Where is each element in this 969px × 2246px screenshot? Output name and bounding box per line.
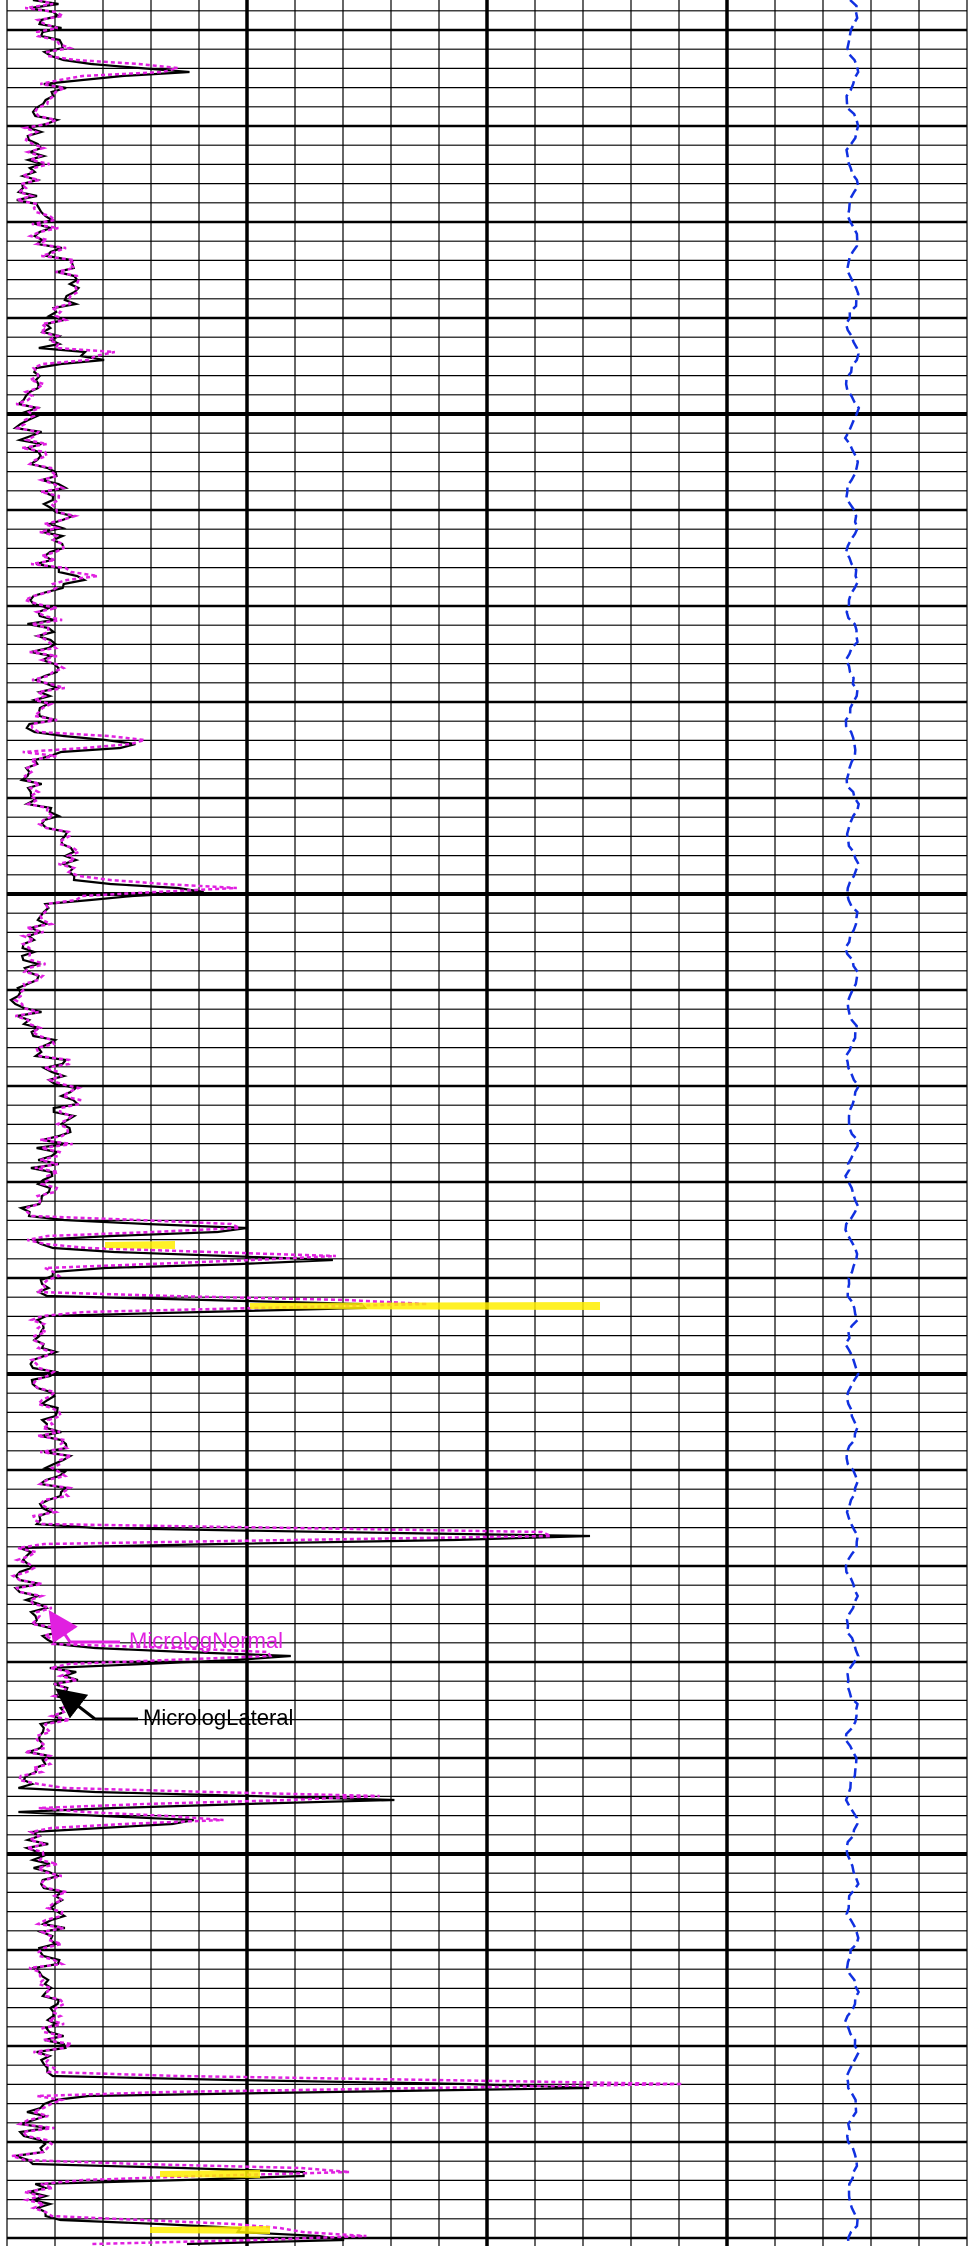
curves [8,0,861,2246]
normal-curve [10,0,683,2246]
separation-fill [250,1302,600,1310]
normal-label: MicrologNormal [129,1628,283,1653]
lateral-label: MicrologLateral [143,1705,293,1730]
caliper-curve [843,0,861,2244]
separation-fill [105,1241,175,1249]
separation-fill [160,2170,260,2178]
separation-fill [150,2226,270,2234]
lateral-arrow [55,1688,96,1721]
normal-arrow [48,1610,78,1644]
grid [6,0,968,2246]
